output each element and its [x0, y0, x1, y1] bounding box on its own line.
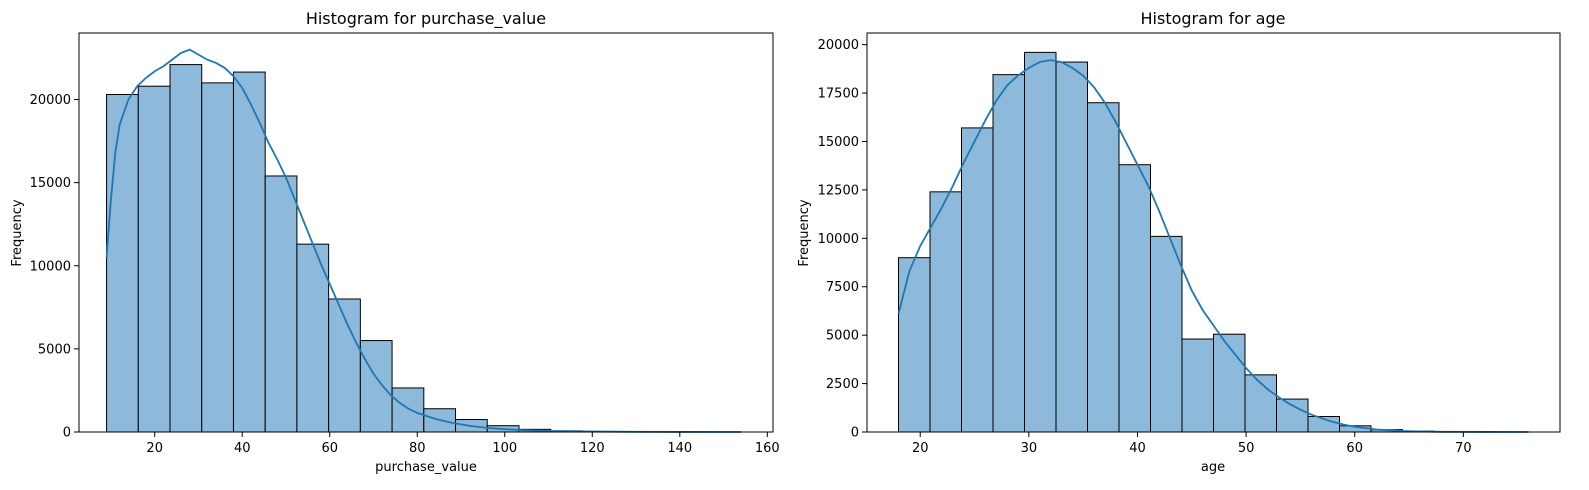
bars-group [898, 51, 1529, 433]
x-tick-label: 40 [1129, 441, 1146, 456]
histogram-bar [169, 64, 203, 433]
y-tick-label: 0 [63, 426, 71, 441]
y-tick-label: 20000 [818, 38, 859, 53]
y-tick-label: 17500 [818, 87, 859, 102]
histogram-bar [1118, 164, 1151, 433]
y-tick-label: 0 [851, 426, 859, 441]
axes-frame [78, 32, 774, 433]
histogram-bar [961, 127, 994, 433]
y-tick-label: 5000 [38, 342, 71, 357]
x-axis-label: age [1201, 460, 1225, 475]
x-tick-label: 50 [1238, 441, 1255, 456]
y-axis-label: Frequency [10, 199, 25, 266]
kde-line [105, 48, 742, 433]
x-tick-label: 60 [1346, 441, 1363, 456]
histogram-bar [201, 82, 234, 433]
age-histogram: Histogram for age 20 30 40 50 60 70 0 2500 5000… [797, 9, 1561, 475]
histogram-bar [1055, 61, 1088, 433]
histogram-bar [1087, 102, 1120, 433]
histogram-bar [1276, 398, 1309, 433]
x-tick-label: 20 [146, 441, 163, 456]
x-tick-label: 70 [1455, 441, 1472, 456]
histogram-bar [1181, 338, 1214, 433]
purchase-value-histogram: Histogram for purchase_value 20 40 60 80 100… [10, 9, 780, 475]
y-tick-label: 20000 [30, 93, 71, 108]
y-tick-label: 5000 [826, 329, 859, 344]
x-ticks: 20 40 60 80 100 120 140 160 [146, 432, 780, 456]
histogram-bar [106, 94, 139, 433]
histogram-bar [992, 74, 1025, 433]
histogram-bar [137, 85, 171, 433]
x-tick-label: 120 [580, 441, 605, 456]
y-tick-label: 2500 [826, 377, 859, 392]
x-tick-label: 160 [755, 441, 780, 456]
y-tick-label: 10000 [818, 232, 859, 247]
y-axis-label: Frequency [797, 199, 812, 266]
x-tick-label: 30 [1021, 441, 1038, 456]
y-tick-label: 7500 [826, 280, 859, 295]
histogram-bar [328, 298, 361, 433]
histogram-bar [1213, 333, 1246, 433]
axes-frame [866, 32, 1561, 433]
histogram-bar [264, 175, 298, 433]
x-tick-label: 140 [667, 441, 692, 456]
histogram-bar [1150, 235, 1183, 433]
chart-title: Histogram for age [1141, 9, 1286, 28]
x-tick-label: 60 [321, 441, 338, 456]
x-tick-label: 40 [234, 441, 251, 456]
x-axis-label: purchase_value [375, 460, 477, 475]
x-tick-label: 100 [492, 441, 517, 456]
y-ticks: 0 5000 10000 15000 20000 [30, 93, 79, 441]
kde-line [897, 59, 1529, 433]
histogram-bar [929, 191, 962, 433]
histogram-bar [296, 243, 330, 433]
histogram-bar [359, 340, 393, 433]
y-tick-label: 15000 [30, 176, 71, 191]
y-tick-label: 12500 [818, 183, 859, 198]
x-tick-label: 80 [409, 441, 426, 456]
histogram-bar [898, 257, 931, 433]
x-tick-label: 20 [912, 441, 929, 456]
y-tick-label: 10000 [30, 259, 71, 274]
y-ticks: 0 2500 5000 7500 10000 12500 15000 17500 20000 [818, 38, 867, 441]
chart-title: Histogram for purchase_value [306, 9, 546, 29]
y-tick-label: 15000 [818, 135, 859, 150]
x-ticks: 20 30 40 50 60 70 [912, 432, 1472, 456]
bars-group [106, 64, 742, 433]
histogram-bar [391, 387, 425, 433]
histogram-bar [1024, 51, 1057, 433]
